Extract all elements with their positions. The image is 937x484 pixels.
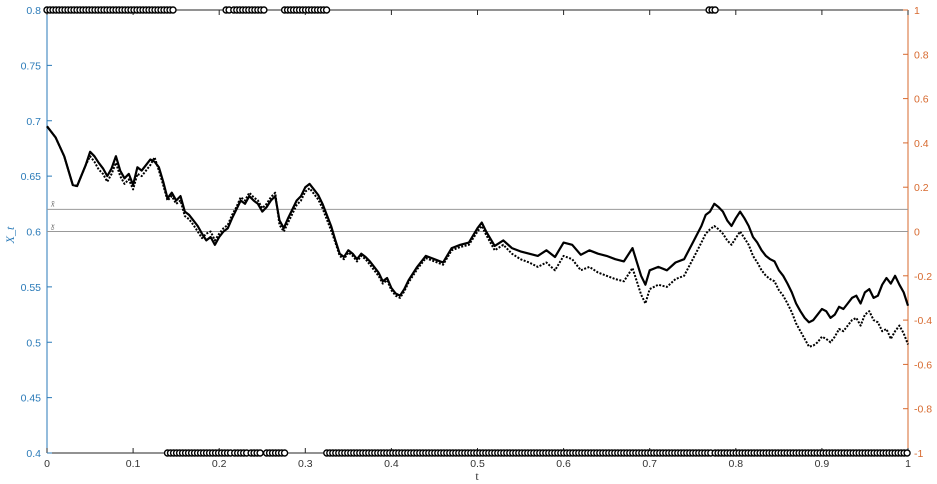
x-tick-label: 1	[905, 458, 911, 470]
state-marker-top	[260, 6, 268, 14]
series-group	[46, 125, 910, 348]
state-marker-top	[169, 6, 177, 14]
right-tick-label: 0.8	[914, 49, 929, 61]
series-line-solid	[46, 125, 910, 324]
left-tick-label: 0.75	[21, 60, 42, 72]
left-tick-label: 0.55	[21, 282, 42, 294]
right-tick-label: -1	[914, 448, 923, 460]
state-marker-top	[711, 6, 719, 14]
right-tick-label: -0.2	[914, 271, 932, 283]
state-marker-bottom	[256, 449, 264, 457]
series-line-dotted	[46, 125, 909, 348]
x-tick-label: 0.2	[212, 458, 227, 470]
right-tick-label: 0.6	[914, 94, 929, 106]
right-tick-label: 0.4	[914, 138, 929, 150]
state-marker-bottom	[903, 449, 911, 457]
reference-line-label: x̄	[50, 199, 55, 208]
state-marker-top	[322, 6, 331, 14]
reference-lines: x̄ x̱	[47, 199, 908, 232]
x-tick-label: 0.9	[815, 458, 830, 470]
left-axis-label: X_t	[3, 226, 17, 244]
right-tick-label: 1	[914, 5, 920, 17]
right-tick-label: 0	[914, 227, 920, 239]
right-tick-label: -0.6	[914, 359, 932, 371]
state-marker-bottom	[280, 449, 289, 457]
x-tick-label: 0	[44, 458, 50, 470]
left-axis-ticks: 0.4 0.45 0.5 0.55 0.6 0.65 0.7 0.75 0.8	[21, 5, 52, 460]
x-tick-label: 0.8	[728, 458, 743, 470]
left-tick-label: 0.8	[26, 5, 41, 17]
x-tick-label: 0.7	[642, 458, 657, 470]
right-axis-ticks: -1 -0.8 -0.6 -0.4 -0.2 0 0.2 0.4 0.6 0.8 1	[903, 5, 932, 460]
x-tick-label: 0.1	[126, 458, 141, 470]
x-axis-ticks: 0 0.1 0.2 0.3 0.4 0.5 0.6 0.7 0.8 0.9 1	[44, 10, 911, 470]
right-tick-label: -0.8	[914, 404, 932, 416]
x-tick-label: 0.4	[384, 458, 399, 470]
x-tick-label: 0.5	[470, 458, 485, 470]
x-tick-label: 0.6	[556, 458, 571, 470]
x-tick-label: 0.3	[298, 458, 313, 470]
left-tick-label: 0.6	[26, 227, 41, 239]
x-axis-label: t	[475, 469, 479, 483]
reference-line-label: x̱	[50, 222, 55, 231]
left-tick-label: 0.4	[26, 448, 41, 460]
left-tick-label: 0.5	[26, 337, 41, 349]
left-tick-label: 0.7	[26, 116, 41, 128]
state-indicator-markers	[43, 6, 911, 457]
right-tick-label: -0.4	[914, 315, 932, 327]
right-tick-label: 0.2	[914, 182, 929, 194]
left-tick-label: 0.65	[21, 171, 42, 183]
left-tick-label: 0.45	[21, 393, 42, 405]
